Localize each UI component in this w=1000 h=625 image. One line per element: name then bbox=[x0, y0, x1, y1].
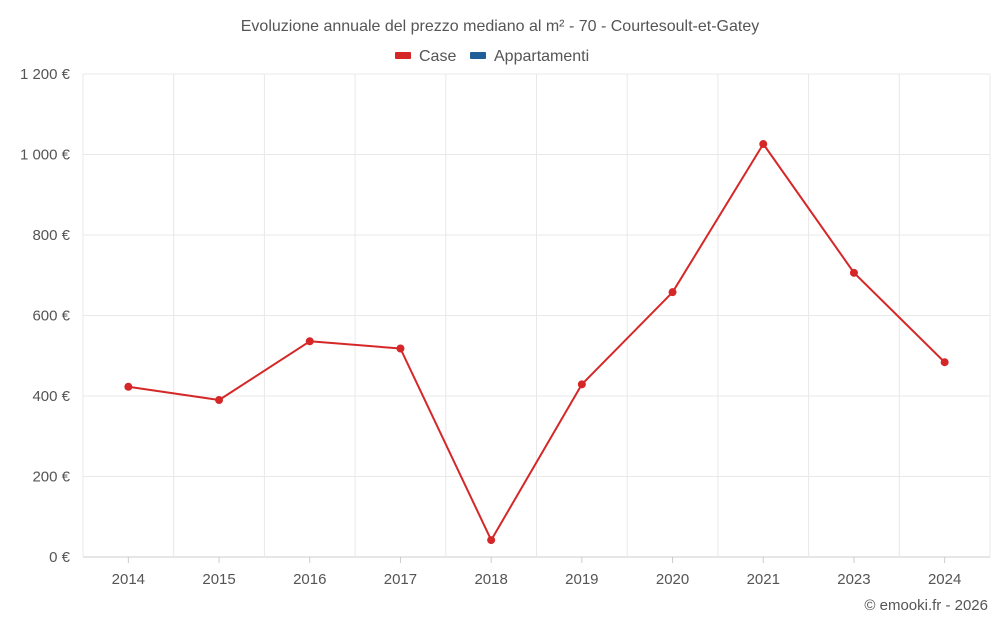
data-point[interactable] bbox=[759, 140, 768, 149]
legend-label-case: Case bbox=[419, 48, 456, 65]
x-tick-label: 2018 bbox=[474, 571, 507, 588]
x-tick-label: 2024 bbox=[928, 571, 961, 588]
data-point[interactable] bbox=[668, 288, 677, 297]
y-tick-label: 400 € bbox=[32, 388, 70, 405]
x-tick-label: 2021 bbox=[747, 571, 780, 588]
data-point[interactable] bbox=[124, 382, 133, 391]
x-tick-label: 2017 bbox=[384, 571, 417, 588]
x-tick-label: 2019 bbox=[565, 571, 598, 588]
data-point[interactable] bbox=[305, 337, 314, 346]
legend-swatch-case bbox=[395, 52, 411, 59]
x-tick-label: 2020 bbox=[656, 571, 689, 588]
data-point[interactable] bbox=[940, 358, 949, 367]
x-tick-label: 2023 bbox=[837, 571, 870, 588]
data-point[interactable] bbox=[849, 268, 858, 277]
legend-item-case[interactable]: Case bbox=[395, 48, 456, 65]
data-point[interactable] bbox=[487, 536, 496, 545]
y-tick-label: 1 200 € bbox=[20, 66, 71, 83]
y-axis: 0 € 200 € 400 € 600 € 800 € 1 000 € 1 200 € bbox=[20, 66, 71, 566]
legend-item-appartamenti[interactable]: Appartamenti bbox=[470, 48, 589, 65]
x-axis: 2014 2015 2016 2017 2018 2019 2020 2021 2023 2024 bbox=[112, 557, 961, 588]
y-tick-label: 200 € bbox=[32, 469, 70, 486]
x-tick-label: 2014 bbox=[112, 571, 145, 588]
series-case bbox=[124, 140, 949, 545]
data-point[interactable] bbox=[577, 380, 586, 389]
series-line-case bbox=[128, 143, 946, 542]
legend-label-appartamenti: Appartamenti bbox=[494, 48, 589, 65]
y-tick-label: 600 € bbox=[32, 308, 70, 325]
legend: Case Appartamenti bbox=[395, 48, 589, 65]
legend-swatch-appartamenti bbox=[470, 52, 486, 59]
data-point[interactable] bbox=[396, 344, 405, 353]
y-tick-label: 1 000 € bbox=[20, 147, 71, 164]
x-tick-label: 2015 bbox=[202, 571, 235, 588]
grid bbox=[82, 73, 991, 558]
credit-text: © emooki.fr - 2026 bbox=[864, 597, 988, 614]
data-point[interactable] bbox=[215, 396, 224, 405]
y-tick-label: 0 € bbox=[49, 549, 71, 566]
x-tick-label: 2016 bbox=[293, 571, 326, 588]
chart-title: Evoluzione annuale del prezzo mediano al… bbox=[241, 18, 760, 35]
y-tick-label: 800 € bbox=[32, 227, 70, 244]
